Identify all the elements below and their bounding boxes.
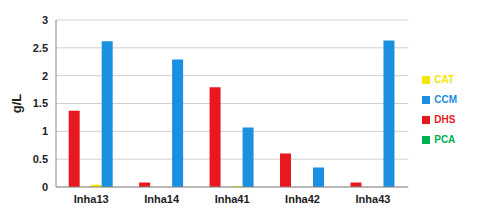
- html-text:CAT: CAT: [434, 73, 454, 85]
- html-text:PCA: PCA: [434, 133, 456, 145]
- svg-text:Inha14: Inha14: [144, 193, 180, 205]
- svg-text:Inha41: Inha41: [215, 193, 250, 205]
- svg-text:1.5: 1.5: [33, 97, 48, 109]
- svg-text:0.5: 0.5: [33, 153, 48, 165]
- svg-text:Inha42: Inha42: [285, 193, 320, 205]
- svg-text:2: 2: [42, 70, 48, 82]
- svg-text:g/L: g/L: [9, 94, 24, 114]
- svg-text:3: 3: [42, 14, 48, 26]
- svg-text:1: 1: [42, 125, 48, 137]
- svg-text:2.5: 2.5: [33, 42, 48, 54]
- html-text:DHS: DHS: [434, 113, 456, 125]
- html-text:CCM: CCM: [434, 93, 457, 105]
- svg-text:Inha43: Inha43: [356, 193, 391, 205]
- svg-text:0: 0: [42, 181, 48, 193]
- svg-text:Inha13: Inha13: [74, 193, 109, 205]
